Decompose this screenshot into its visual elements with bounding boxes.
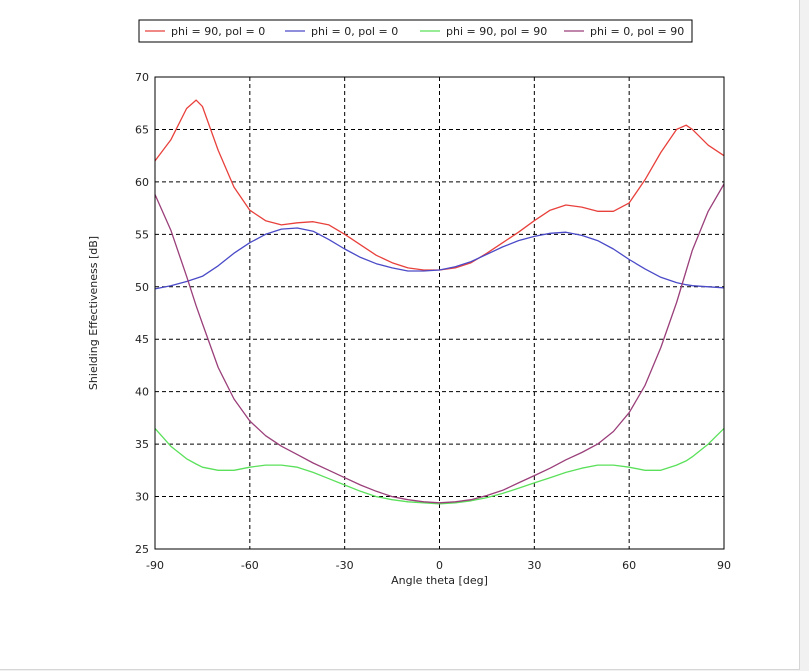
x-axis-label: Angle theta [deg] bbox=[391, 574, 488, 587]
legend-box bbox=[138, 19, 693, 43]
y-tick-label: 45 bbox=[135, 333, 149, 346]
series-line-3 bbox=[154, 427, 725, 505]
x-tick-label: -60 bbox=[241, 559, 259, 572]
grid bbox=[155, 77, 724, 549]
x-tick-label: 90 bbox=[717, 559, 731, 572]
x-tick-label: -90 bbox=[146, 559, 164, 572]
y-tick-label: 40 bbox=[135, 386, 149, 399]
y-tick-label: 70 bbox=[135, 71, 149, 84]
x-tick-label: 30 bbox=[527, 559, 541, 572]
legend-label-3: phi = 90, pol = 90 bbox=[446, 25, 547, 38]
series-line-4 bbox=[154, 183, 725, 504]
axis-ticks: -90 -60 -30 0 30 60 90 25 30 35 40 45 50 55 60 65 70 bbox=[135, 71, 731, 572]
legend-label-2: phi = 0, pol = 0 bbox=[311, 25, 398, 38]
x-tick-label: 60 bbox=[622, 559, 636, 572]
y-tick-label: 50 bbox=[135, 281, 149, 294]
y-tick-label: 60 bbox=[135, 176, 149, 189]
legend-label-4: phi = 0, pol = 90 bbox=[590, 25, 684, 38]
x-tick-label: -30 bbox=[336, 559, 354, 572]
y-tick-label: 65 bbox=[135, 123, 149, 136]
plot-frame bbox=[154, 76, 725, 550]
y-tick-label: 55 bbox=[135, 228, 149, 241]
x-tick-label: 0 bbox=[436, 559, 443, 572]
series-lines bbox=[154, 99, 725, 505]
legend: phi = 90, pol = 0 phi = 0, pol = 0 phi = 9… bbox=[138, 19, 693, 43]
y-tick-label: 30 bbox=[135, 491, 149, 504]
series-line-2 bbox=[154, 227, 725, 290]
legend-label-1: phi = 90, pol = 0 bbox=[171, 25, 265, 38]
y-tick-label: 35 bbox=[135, 438, 149, 451]
y-tick-label: 25 bbox=[135, 543, 149, 556]
y-axis-label: Shielding Effectiveness [dB] bbox=[87, 236, 100, 390]
